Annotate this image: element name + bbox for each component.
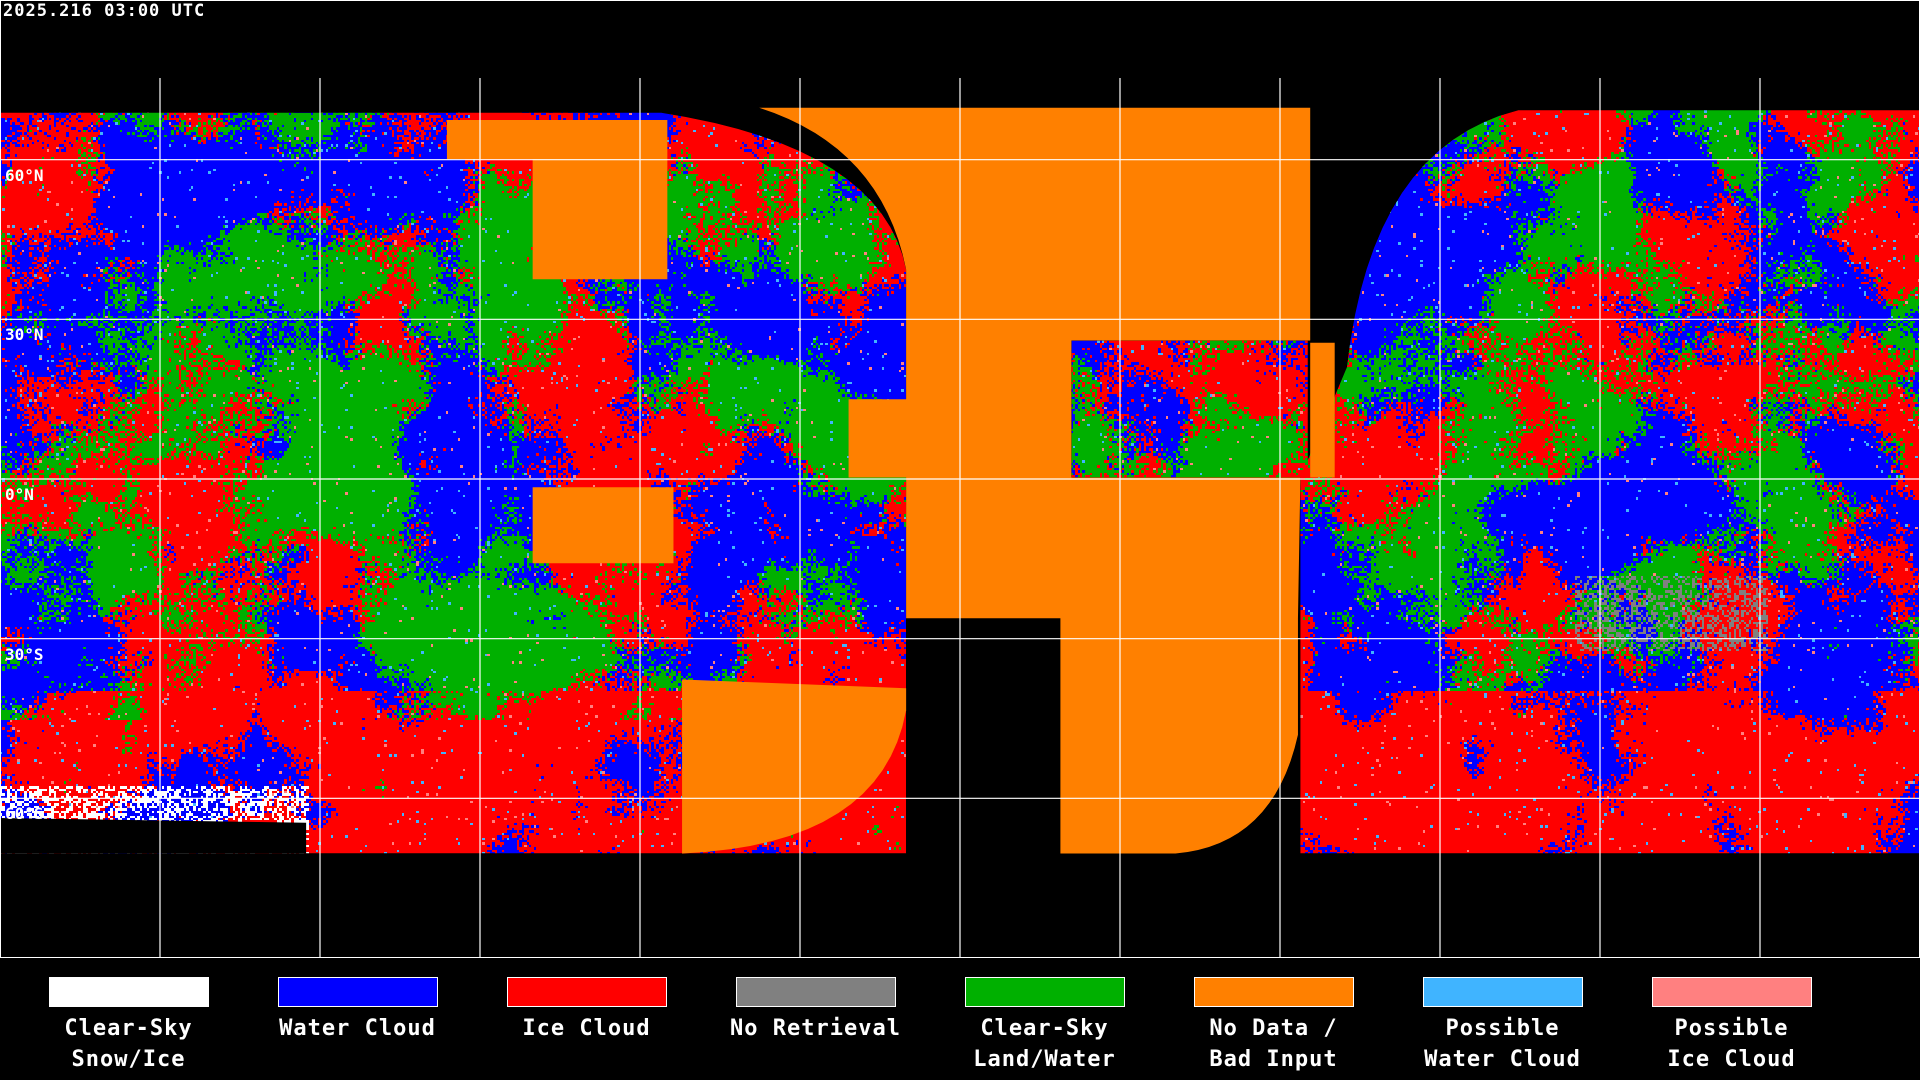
lat-label-30n: 30°N (5, 325, 44, 344)
legend-swatch (276, 976, 439, 1008)
legend-swatch (1421, 976, 1584, 1008)
legend-label: Ice Cloud (522, 1016, 651, 1041)
legend-label: Clear-Sky Snow/Ice (64, 1016, 193, 1072)
legend-swatch (1650, 976, 1813, 1008)
legend-item-no-retrieval: No Retrieval (701, 976, 930, 1044)
timestamp: 2025.216 03:00 UTC (3, 1, 206, 21)
legend: Clear-Sky Snow/Ice Water Cloud Ice Cloud … (0, 958, 1920, 1080)
legend-label: No Retrieval (730, 1016, 901, 1041)
lat-label-0n: 0°N (5, 485, 34, 504)
lat-label-30s: 30°S (5, 645, 44, 664)
legend-label: Possible Ice Cloud (1667, 1016, 1796, 1072)
legend-label: Possible Water Cloud (1424, 1016, 1581, 1072)
legend-swatch (963, 976, 1126, 1008)
legend-item-water-cloud: Water Cloud (243, 976, 472, 1044)
legend-item-no-data: No Data / Bad Input (1159, 976, 1388, 1075)
legend-swatch (505, 976, 668, 1008)
lat-lon-grid (0, 0, 1920, 958)
legend-swatch (1192, 976, 1355, 1008)
legend-label: Clear-Sky Land/Water (973, 1016, 1116, 1072)
legend-swatch (734, 976, 897, 1008)
legend-item-clear-sky-snow-ice: Clear-Sky Snow/Ice (14, 976, 243, 1075)
legend-item-ice-cloud: Ice Cloud (472, 976, 701, 1044)
legend-swatch (47, 976, 210, 1008)
lat-label-60s: 60°S (5, 804, 44, 823)
legend-label: No Data / Bad Input (1209, 1016, 1338, 1072)
legend-item-possible-ice-cloud: Possible Ice Cloud (1617, 976, 1846, 1075)
lat-label-60n: 60°N (5, 166, 44, 185)
legend-item-possible-water-cloud: Possible Water Cloud (1388, 976, 1617, 1075)
legend-item-clear-sky-land-water: Clear-Sky Land/Water (930, 976, 1159, 1075)
legend-label: Water Cloud (279, 1016, 436, 1041)
